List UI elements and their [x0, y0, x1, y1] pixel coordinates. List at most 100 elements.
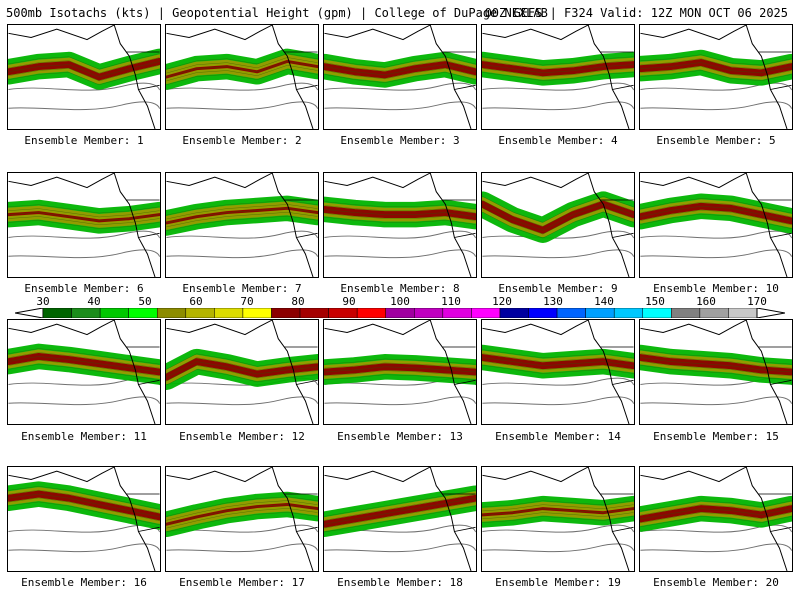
- isotach-contour: [640, 516, 792, 528]
- map-graphic: [166, 173, 318, 277]
- isotach-contour: [166, 61, 318, 78]
- alaska-coastline: [640, 320, 747, 336]
- map-graphic: [8, 25, 160, 129]
- colorbar-tick-label: 90: [342, 295, 356, 308]
- isotach-contour: [166, 65, 318, 82]
- isotach-contour: [8, 497, 160, 522]
- coastline: [429, 467, 472, 571]
- political-border: [442, 493, 476, 532]
- colorbar-swatch: [728, 308, 758, 318]
- isotach-contour: [482, 68, 634, 78]
- ensemble-map-5: [639, 24, 793, 130]
- political-border: [758, 199, 792, 238]
- isotach-contour: [166, 365, 318, 382]
- political-border: [284, 199, 318, 238]
- coastline: [745, 25, 788, 129]
- coastline: [113, 467, 156, 571]
- height-contour: [482, 396, 634, 406]
- member-caption: Ensemble Member: 1: [24, 134, 144, 147]
- coastline: [745, 467, 788, 571]
- ensemble-map-6: [7, 172, 161, 278]
- political-border: [126, 51, 160, 90]
- alaska-coastline: [8, 25, 115, 41]
- political-border: [758, 346, 792, 385]
- coastline: [587, 25, 630, 129]
- height-contour: [324, 230, 476, 239]
- isotach-contour: [166, 57, 318, 74]
- height-contour: [166, 101, 318, 111]
- colorbar-swatch: [699, 308, 729, 318]
- height-contour: [482, 230, 634, 239]
- isotach-contour: [324, 209, 476, 217]
- ensemble-map-10: [639, 172, 793, 278]
- isotach-contour: [166, 53, 318, 70]
- isotach-contour: [8, 352, 160, 369]
- isotach-contour: [482, 365, 634, 374]
- height-contour: [324, 543, 476, 553]
- coastline: [271, 173, 314, 277]
- colorbar-swatch: [585, 308, 615, 318]
- height-contour: [166, 543, 318, 553]
- height-contour: [640, 249, 792, 259]
- member-caption: Ensemble Member: 13: [337, 430, 463, 443]
- map-graphic: [324, 173, 476, 277]
- coastline: [745, 173, 788, 277]
- colorbar-tick-label: 70: [240, 295, 254, 308]
- height-contour: [8, 396, 160, 406]
- height-contour: [324, 249, 476, 259]
- isotach-contour: [640, 504, 792, 516]
- isotach-contour: [482, 56, 634, 66]
- coastline: [271, 320, 314, 424]
- height-contour: [166, 249, 318, 259]
- isotach-contour: [640, 206, 792, 222]
- isotach-contour: [482, 516, 634, 523]
- member-caption: Ensemble Member: 10: [653, 282, 779, 295]
- political-border: [758, 493, 792, 532]
- map-graphic: [324, 25, 476, 129]
- colorbar-tick-label: 160: [696, 295, 716, 308]
- isotach-contour: [8, 501, 160, 526]
- ensemble-map-20: [639, 466, 793, 572]
- map-graphic: [482, 25, 634, 129]
- isotach-contour: [324, 366, 476, 373]
- isotach-contour: [324, 205, 476, 213]
- isotach-contour: [166, 504, 318, 525]
- coastline: [271, 25, 314, 129]
- colorbar-tick-label: 50: [138, 295, 152, 308]
- colorbar-swatch: [71, 308, 101, 318]
- isotach-contour: [8, 53, 160, 70]
- alaska-coastline: [324, 467, 431, 483]
- colorbar-swatch: [471, 308, 501, 318]
- isotach-contour: [8, 360, 160, 377]
- isotach-contour: [8, 204, 160, 214]
- member-caption: Ensemble Member: 7: [182, 282, 302, 295]
- isotach-contour: [324, 490, 476, 517]
- height-contour: [8, 249, 160, 259]
- isotach-contour: [482, 357, 634, 366]
- height-contour: [8, 101, 160, 111]
- alaska-coastline: [482, 467, 589, 483]
- political-border: [284, 346, 318, 385]
- map-graphic: [166, 467, 318, 571]
- isotach-contour: [482, 64, 634, 74]
- map-graphic: [482, 320, 634, 424]
- isotach-contour: [324, 60, 476, 72]
- alaska-coastline: [166, 25, 273, 41]
- isotach-contour: [640, 198, 792, 214]
- colorbar-tick-label: 30: [36, 295, 50, 308]
- isotach-contour: [166, 204, 318, 220]
- isotach-contour: [640, 512, 792, 524]
- isotach-contour: [640, 361, 792, 377]
- alaska-coastline: [482, 173, 589, 189]
- isotach-contour: [324, 494, 476, 521]
- isotach-contour: [640, 202, 792, 218]
- ensemble-map-16: [7, 466, 161, 572]
- coastline: [429, 320, 472, 424]
- height-contour: [324, 396, 476, 406]
- map-graphic: [482, 467, 634, 571]
- alaska-coastline: [324, 25, 431, 41]
- alaska-coastline: [640, 25, 747, 41]
- title-left: 500mb Isotachs (kts) | Geopotential Heig…: [6, 6, 548, 20]
- ensemble-map-4: [481, 24, 635, 130]
- member-caption: Ensemble Member: 8: [340, 282, 460, 295]
